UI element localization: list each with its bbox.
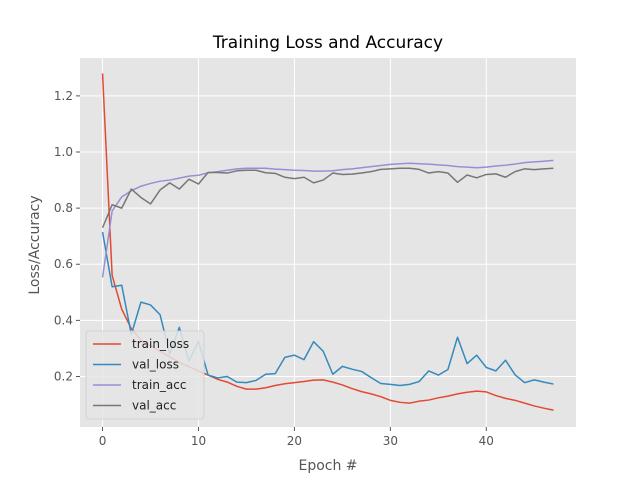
series-line-train-acc bbox=[101, 159, 554, 278]
legend-label: train_loss bbox=[132, 337, 189, 351]
legend-label: val_loss bbox=[132, 358, 179, 372]
legend-label: train_acc bbox=[132, 378, 186, 392]
y-tick-label: 0.6 bbox=[54, 257, 73, 271]
series-line-val-acc bbox=[101, 167, 554, 229]
y-tick-label: 0.2 bbox=[54, 369, 73, 383]
y-tick-label: 0.8 bbox=[54, 201, 73, 215]
legend-box bbox=[85, 330, 205, 420]
y-tick-label: 1.0 bbox=[54, 145, 73, 159]
chart-title: Training Loss and Accuracy bbox=[212, 33, 443, 53]
x-tick-label: 30 bbox=[383, 434, 398, 448]
y-tick-label: 0.4 bbox=[54, 313, 73, 327]
x-tick-label: 10 bbox=[191, 434, 206, 448]
x-tick-label: 40 bbox=[479, 434, 494, 448]
grid bbox=[80, 58, 576, 427]
y-axis-label: Loss/Accuracy bbox=[27, 195, 43, 294]
y-tick-label: 1.2 bbox=[54, 89, 73, 103]
legend: train_loss val_loss train_acc val_acc bbox=[85, 330, 205, 420]
x-tick-label: 0 bbox=[99, 434, 107, 448]
ticks: 0 10 20 30 40 0.2 0.4 0.6 0.8 1.0 1.2 bbox=[54, 89, 494, 448]
x-tick-label: 20 bbox=[287, 434, 302, 448]
x-axis-label: Epoch # bbox=[298, 458, 357, 474]
legend-label: val_acc bbox=[132, 399, 176, 413]
